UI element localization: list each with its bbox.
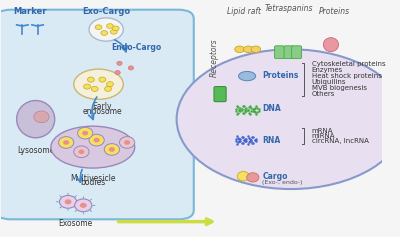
Ellipse shape — [74, 69, 123, 99]
Ellipse shape — [235, 46, 244, 53]
Text: Lipid raft: Lipid raft — [227, 7, 261, 16]
Ellipse shape — [106, 82, 113, 87]
Ellipse shape — [34, 111, 49, 123]
Ellipse shape — [51, 126, 135, 168]
Text: Tetraspanins: Tetraspanins — [265, 4, 313, 13]
FancyBboxPatch shape — [0, 10, 194, 219]
Ellipse shape — [251, 46, 261, 53]
Ellipse shape — [91, 86, 98, 91]
Ellipse shape — [94, 138, 100, 142]
Text: circRNA, lncRNA: circRNA, lncRNA — [312, 138, 369, 144]
Ellipse shape — [89, 134, 104, 146]
Ellipse shape — [237, 172, 249, 181]
Text: Proteins: Proteins — [319, 7, 350, 16]
Ellipse shape — [95, 25, 102, 29]
Ellipse shape — [117, 61, 122, 65]
FancyBboxPatch shape — [214, 87, 226, 102]
Ellipse shape — [17, 100, 55, 138]
Ellipse shape — [106, 24, 113, 28]
Text: Cytoskeletal proteins: Cytoskeletal proteins — [312, 61, 386, 68]
Text: Proteins: Proteins — [262, 71, 299, 80]
Text: Lysosome: Lysosome — [17, 146, 54, 155]
Ellipse shape — [323, 38, 338, 52]
Ellipse shape — [84, 84, 90, 89]
Text: Others: Others — [312, 91, 335, 96]
Ellipse shape — [99, 77, 106, 82]
Text: Endo-Cargo: Endo-Cargo — [112, 43, 162, 52]
Ellipse shape — [58, 137, 74, 148]
Ellipse shape — [112, 26, 119, 31]
Text: endosome: endosome — [82, 107, 122, 116]
Ellipse shape — [88, 77, 94, 82]
Ellipse shape — [74, 146, 89, 158]
Ellipse shape — [82, 131, 88, 136]
Text: Heat shock proteins: Heat shock proteins — [312, 73, 382, 79]
Ellipse shape — [60, 196, 77, 208]
Text: DNA: DNA — [262, 104, 281, 113]
FancyBboxPatch shape — [284, 46, 294, 59]
Ellipse shape — [63, 140, 69, 145]
Ellipse shape — [104, 144, 120, 155]
Ellipse shape — [110, 29, 117, 34]
Text: Exo-Cargo: Exo-Cargo — [82, 7, 130, 16]
Ellipse shape — [238, 71, 256, 81]
Text: RNA: RNA — [262, 136, 280, 145]
Ellipse shape — [109, 147, 115, 152]
Text: Enzymes: Enzymes — [312, 67, 343, 73]
Text: miRNA: miRNA — [312, 133, 335, 139]
Ellipse shape — [80, 203, 87, 208]
Text: MVB biogenesis: MVB biogenesis — [312, 85, 367, 91]
Ellipse shape — [101, 31, 108, 35]
Ellipse shape — [78, 150, 84, 154]
Ellipse shape — [120, 137, 135, 148]
Ellipse shape — [78, 127, 93, 139]
Ellipse shape — [124, 140, 130, 145]
Text: Receptors: Receptors — [210, 39, 218, 77]
Ellipse shape — [244, 46, 253, 53]
Ellipse shape — [89, 18, 123, 41]
Text: Exosome: Exosome — [58, 219, 93, 228]
Text: (Exo-, endo-): (Exo-, endo-) — [262, 180, 303, 185]
Text: Cargo: Cargo — [262, 172, 288, 181]
Text: Early: Early — [92, 102, 112, 111]
Ellipse shape — [75, 199, 92, 212]
FancyBboxPatch shape — [274, 46, 284, 59]
Text: Marker: Marker — [13, 7, 47, 16]
Circle shape — [177, 49, 400, 189]
Ellipse shape — [115, 70, 120, 75]
Text: Ubiquilins: Ubiquilins — [312, 79, 346, 85]
Ellipse shape — [247, 173, 259, 182]
Text: mRNA: mRNA — [312, 128, 333, 134]
Text: Multivesicle: Multivesicle — [70, 174, 116, 183]
Ellipse shape — [128, 66, 134, 70]
FancyBboxPatch shape — [292, 46, 302, 59]
Text: bodies: bodies — [80, 178, 106, 187]
Ellipse shape — [65, 199, 72, 204]
Ellipse shape — [105, 86, 112, 91]
